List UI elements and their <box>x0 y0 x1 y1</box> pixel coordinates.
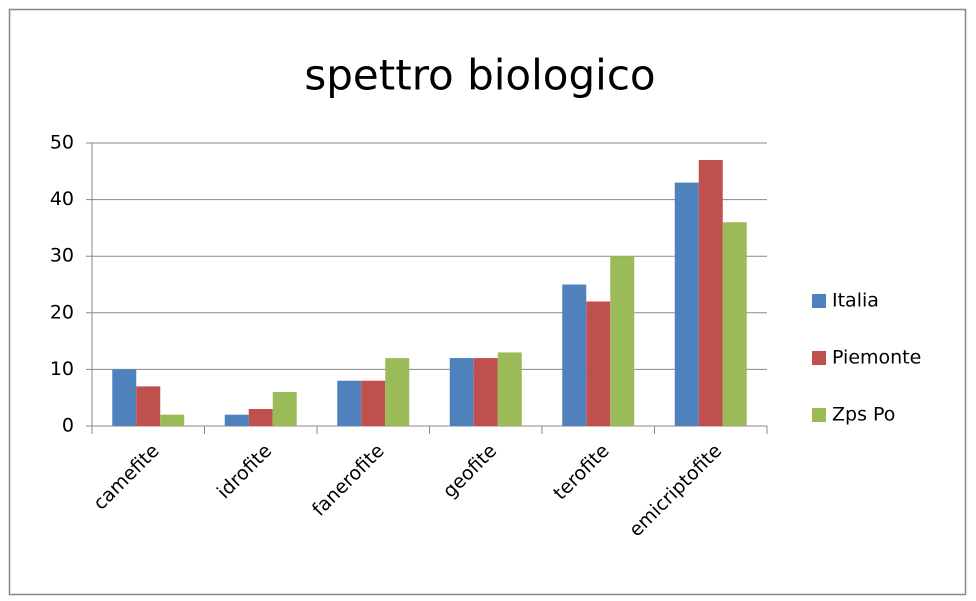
legend-label: Piemonte <box>832 347 921 369</box>
bar <box>337 380 362 426</box>
bar <box>722 222 747 426</box>
legend-swatch <box>812 294 826 308</box>
y-tick-label: 20 <box>50 301 74 323</box>
chart-frame <box>8 8 967 596</box>
y-tick-label: 10 <box>50 358 74 380</box>
bar <box>698 159 723 427</box>
chart-title: spettro biologico <box>304 51 655 100</box>
bar <box>449 358 474 426</box>
y-tick-label: 30 <box>50 245 74 267</box>
legend-swatch <box>812 408 826 422</box>
bar <box>562 284 587 426</box>
bar <box>674 182 699 426</box>
y-tick-label: 40 <box>50 188 74 210</box>
y-tick-label: 0 <box>62 415 74 437</box>
bar <box>497 352 522 426</box>
bar <box>272 392 297 426</box>
bar <box>112 369 137 426</box>
bar <box>586 301 611 426</box>
bar <box>385 358 410 426</box>
y-tick-label: 50 <box>50 132 74 154</box>
bar <box>610 256 635 426</box>
legend-label: Zps Po <box>832 404 895 426</box>
bar <box>473 358 498 426</box>
bar <box>160 414 185 426</box>
bar <box>248 409 273 426</box>
bar <box>224 414 249 426</box>
bar <box>136 386 161 426</box>
legend-label: Italia <box>832 290 879 312</box>
legend-swatch <box>812 351 826 365</box>
bar <box>361 380 386 426</box>
